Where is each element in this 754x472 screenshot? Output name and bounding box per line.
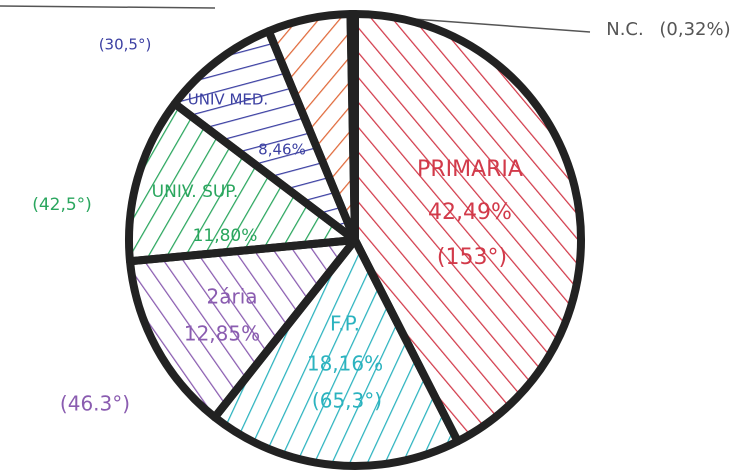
slice-label: UNIV MED. — [188, 91, 268, 109]
pie-slice — [210, 236, 462, 470]
value-label: (0,32%) — [659, 19, 730, 40]
angle-label: (65,3°) — [312, 389, 382, 413]
angle-label: (153°) — [437, 245, 507, 270]
angle-label: (46.3°) — [60, 392, 130, 416]
value-label: 8,46% — [258, 141, 306, 159]
slice-label: 2ária — [206, 285, 257, 309]
pie-slice — [351, 10, 585, 446]
pie-slice — [126, 236, 359, 422]
pie-slice — [346, 10, 359, 244]
value-label: 11,80% — [193, 226, 258, 246]
leader-line — [0, 5, 216, 9]
slice-label: N.C. — [606, 19, 643, 40]
value-label: 12,85% — [184, 322, 260, 346]
slice-label: UNIV. SUP. — [152, 182, 239, 202]
angle-label: (30,5°) — [99, 36, 152, 54]
pie-slice — [125, 99, 359, 266]
slice-label: PRIMARIA — [417, 157, 523, 182]
angle-label: (42,5°) — [32, 195, 92, 215]
value-label: 18,16% — [307, 352, 383, 376]
value-label: 42,49% — [428, 200, 512, 225]
slice-label: F.P. — [330, 312, 360, 336]
pie-slice — [170, 27, 359, 244]
